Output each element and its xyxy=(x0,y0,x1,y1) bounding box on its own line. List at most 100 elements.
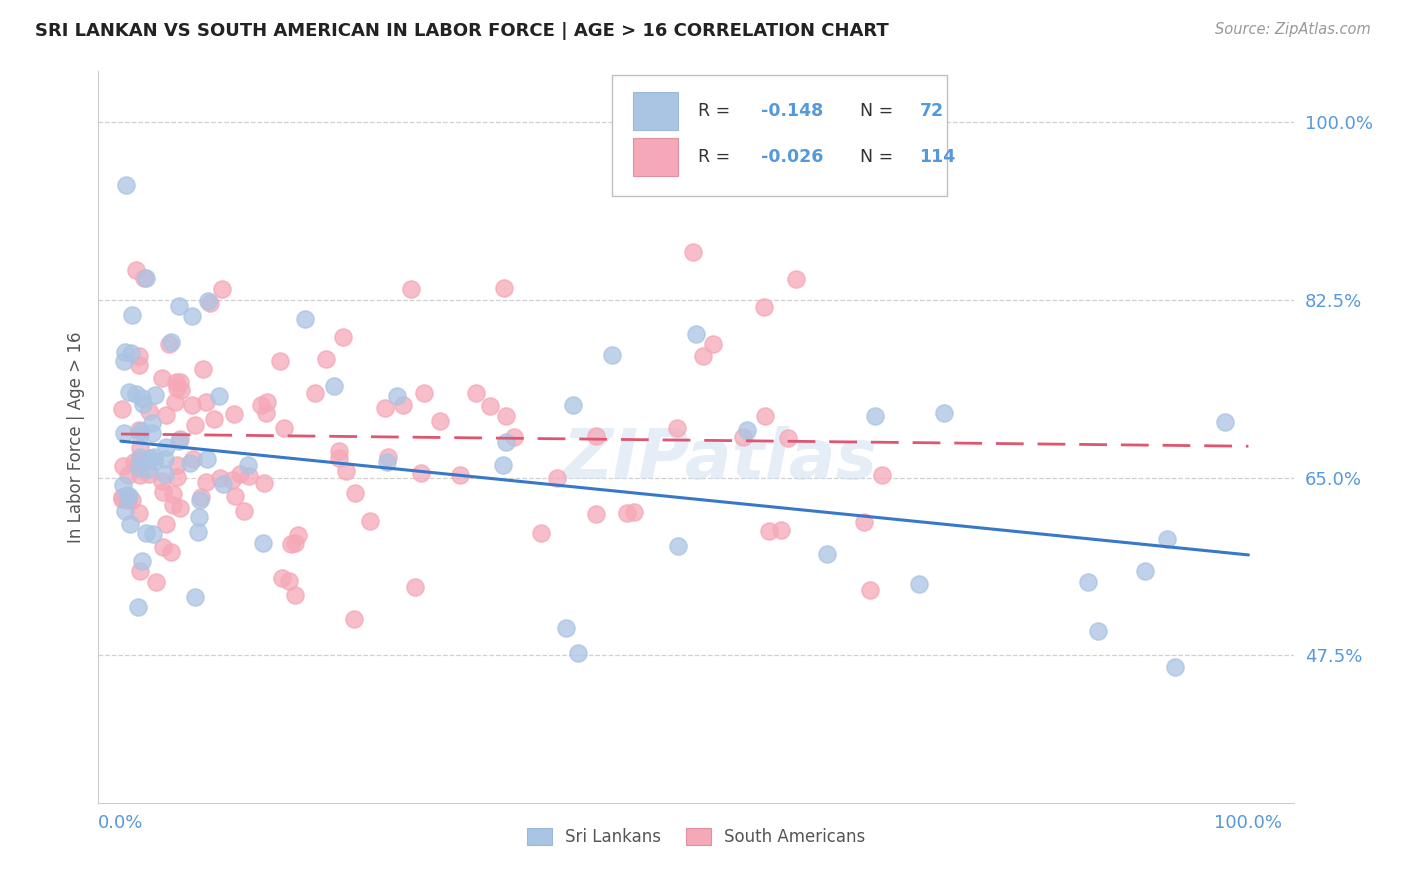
Point xyxy=(692,349,714,363)
Point xyxy=(166,381,188,395)
Point xyxy=(385,389,408,403)
Point xyxy=(143,387,166,401)
Point xyxy=(184,417,207,432)
Point xyxy=(114,345,136,359)
Point xyxy=(167,434,190,448)
Point xyxy=(409,466,432,480)
Point xyxy=(273,421,295,435)
Point xyxy=(495,434,517,449)
Point xyxy=(294,312,316,326)
Text: -0.026: -0.026 xyxy=(761,148,823,166)
Point xyxy=(166,458,188,473)
Point xyxy=(129,564,152,578)
Point xyxy=(125,387,148,401)
Point xyxy=(112,354,135,368)
Point xyxy=(238,468,260,483)
Point xyxy=(183,590,205,604)
Point xyxy=(121,308,143,322)
Point xyxy=(155,452,177,467)
Point xyxy=(817,547,839,561)
Point xyxy=(128,349,150,363)
Point xyxy=(181,451,204,466)
Point xyxy=(332,330,354,344)
Point xyxy=(128,423,150,437)
Point xyxy=(117,467,139,482)
Point xyxy=(287,528,309,542)
Point xyxy=(111,491,134,505)
Point xyxy=(166,470,188,484)
Point xyxy=(503,430,526,444)
Point xyxy=(865,409,887,423)
Point xyxy=(128,450,150,464)
Point xyxy=(115,491,138,506)
Point xyxy=(188,510,211,524)
Point xyxy=(211,282,233,296)
Point xyxy=(128,441,150,455)
Point xyxy=(143,454,166,468)
Point xyxy=(1087,624,1109,639)
Bar xyxy=(633,92,678,130)
Point xyxy=(374,401,396,415)
Point xyxy=(252,536,274,550)
Point xyxy=(118,489,141,503)
Bar xyxy=(633,138,678,176)
Point xyxy=(118,385,141,400)
Text: ZIPatlas: ZIPatlas xyxy=(562,425,877,492)
Point xyxy=(150,474,173,488)
Point xyxy=(129,428,152,442)
Point xyxy=(785,272,807,286)
Point xyxy=(479,400,502,414)
Point xyxy=(114,503,136,517)
Point xyxy=(770,524,793,538)
Point xyxy=(128,506,150,520)
Point xyxy=(567,646,589,660)
Point xyxy=(315,351,337,366)
Point xyxy=(179,456,201,470)
Point xyxy=(269,354,291,368)
Text: SRI LANKAN VS SOUTH AMERICAN IN LABOR FORCE | AGE > 16 CORRELATION CHART: SRI LANKAN VS SOUTH AMERICAN IN LABOR FO… xyxy=(35,22,889,40)
Point xyxy=(163,395,186,409)
Point xyxy=(111,401,134,416)
Point xyxy=(495,409,517,423)
Point xyxy=(167,300,190,314)
Point xyxy=(155,516,177,531)
Point xyxy=(141,416,163,430)
Point xyxy=(127,599,149,614)
Point xyxy=(852,515,875,529)
Point xyxy=(131,391,153,405)
Point xyxy=(207,388,229,402)
Point xyxy=(198,296,221,310)
Point xyxy=(194,475,217,489)
Point xyxy=(128,460,150,475)
Point xyxy=(236,458,259,472)
Point xyxy=(120,516,142,531)
Point xyxy=(195,451,218,466)
Point xyxy=(180,310,202,324)
Point xyxy=(132,271,155,285)
Point xyxy=(139,450,162,465)
Point xyxy=(737,423,759,437)
Point xyxy=(1135,564,1157,578)
Point xyxy=(169,500,191,515)
Point xyxy=(129,425,152,439)
Point xyxy=(870,468,893,483)
Point xyxy=(492,281,515,295)
Point xyxy=(335,464,357,478)
Point xyxy=(377,450,399,464)
Point xyxy=(429,414,451,428)
Point xyxy=(141,425,163,440)
Point xyxy=(190,490,212,504)
Point xyxy=(1156,532,1178,546)
Point xyxy=(449,468,471,483)
Point xyxy=(128,453,150,467)
Point xyxy=(328,444,350,458)
Text: N =: N = xyxy=(859,148,898,166)
Point xyxy=(187,525,209,540)
Point xyxy=(754,409,776,423)
Point xyxy=(112,459,135,474)
Point xyxy=(343,612,366,626)
Point xyxy=(132,397,155,411)
Point xyxy=(280,537,302,551)
Point xyxy=(153,467,176,482)
Point xyxy=(152,540,174,554)
